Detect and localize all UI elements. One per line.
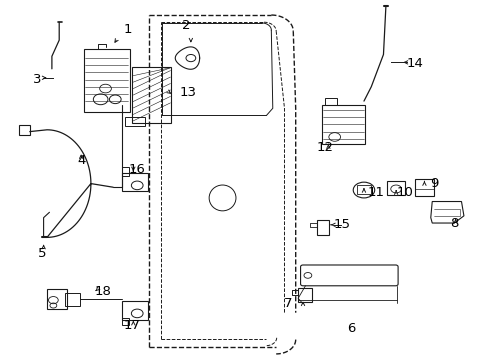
Text: 16: 16 <box>128 163 145 176</box>
Bar <box>122 173 148 192</box>
Text: 14: 14 <box>406 57 423 70</box>
Text: 1: 1 <box>123 23 131 36</box>
Bar <box>386 181 405 195</box>
Bar <box>83 49 130 112</box>
Text: 13: 13 <box>180 86 197 99</box>
Bar <box>65 293 80 306</box>
Bar <box>321 105 365 144</box>
Bar <box>122 301 148 320</box>
Text: 8: 8 <box>449 216 457 230</box>
Text: 15: 15 <box>333 218 350 231</box>
Text: 18: 18 <box>95 285 111 298</box>
Bar <box>47 289 66 309</box>
Bar <box>132 67 171 123</box>
Text: 11: 11 <box>367 186 384 199</box>
Text: 3: 3 <box>33 73 41 86</box>
Bar <box>122 167 129 176</box>
Bar <box>19 125 30 135</box>
Text: 6: 6 <box>347 322 355 335</box>
Bar <box>298 288 311 302</box>
Text: 10: 10 <box>396 186 413 199</box>
Bar <box>414 179 433 196</box>
Bar <box>122 318 129 325</box>
Text: 5: 5 <box>38 247 46 260</box>
Bar <box>325 98 336 105</box>
Text: 7: 7 <box>284 297 292 310</box>
Text: 17: 17 <box>123 319 141 332</box>
Bar <box>125 117 144 126</box>
Text: 12: 12 <box>316 141 333 154</box>
Text: 4: 4 <box>77 154 85 167</box>
Bar <box>316 220 328 234</box>
Text: 9: 9 <box>429 177 438 190</box>
Bar <box>356 185 370 194</box>
Text: 2: 2 <box>182 19 190 32</box>
